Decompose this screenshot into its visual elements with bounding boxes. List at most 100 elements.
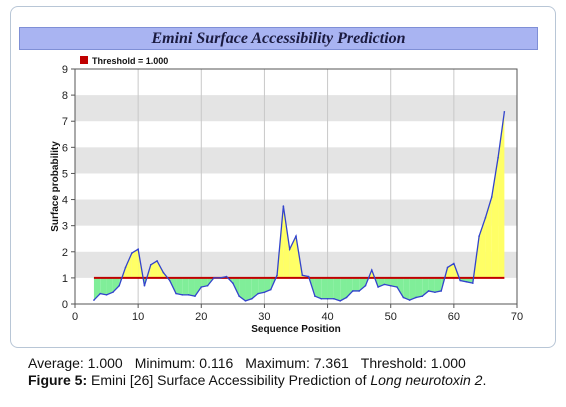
area-above-threshold xyxy=(150,260,158,278)
y-tick-label: 0 xyxy=(62,299,68,311)
data-point xyxy=(149,264,152,266)
area-below-threshold xyxy=(359,277,366,291)
stat-minimum: Minimum: 0.116 xyxy=(134,355,234,371)
y-tick-label: 3 xyxy=(62,221,68,233)
area-below-threshold xyxy=(403,277,410,301)
data-point xyxy=(295,235,297,237)
area-below-threshold xyxy=(264,277,271,293)
data-point xyxy=(314,295,316,297)
y-tick-label: 1 xyxy=(62,273,68,285)
data-point xyxy=(339,300,342,302)
data-point xyxy=(490,196,493,198)
area-below-threshold xyxy=(352,277,360,291)
x-tick-label: 20 xyxy=(195,311,207,323)
data-point xyxy=(307,275,310,278)
plot-frame xyxy=(74,68,518,305)
x-tick-label: 30 xyxy=(258,311,270,323)
data-point xyxy=(478,235,480,237)
data-point xyxy=(181,294,184,296)
data-point xyxy=(459,279,461,282)
y-tick-label: 7 xyxy=(62,116,68,128)
y-tick-label: 4 xyxy=(62,195,68,207)
area-below-threshold xyxy=(415,277,423,298)
data-point xyxy=(219,277,222,279)
grid-band xyxy=(75,199,517,226)
y-tick-label: 2 xyxy=(62,247,68,259)
area-below-threshold xyxy=(340,277,347,301)
chart-title-bar: Emini Surface Accessibility Prediction xyxy=(19,27,538,50)
data-point xyxy=(503,110,506,113)
area-above-threshold xyxy=(131,249,139,278)
area-below-threshold xyxy=(176,277,183,295)
area-below-threshold xyxy=(239,277,246,301)
grid-band xyxy=(75,147,517,174)
data-point xyxy=(194,295,196,297)
data-point xyxy=(137,248,139,250)
data-point xyxy=(358,290,360,292)
data-point xyxy=(124,266,127,269)
stat-maximum: Maximum: 7.361 xyxy=(245,355,349,371)
data-point xyxy=(497,156,499,159)
data-point xyxy=(421,295,424,297)
data-point xyxy=(301,274,304,277)
data-point xyxy=(112,291,114,294)
data-point xyxy=(93,299,95,301)
area-below-threshold xyxy=(245,277,252,301)
area-above-threshold xyxy=(498,111,505,278)
area-below-threshold xyxy=(201,277,208,288)
data-point xyxy=(383,283,386,286)
data-point xyxy=(453,262,455,265)
caption-end: . xyxy=(482,372,487,388)
area-below-threshold xyxy=(194,277,202,297)
data-point xyxy=(352,290,354,292)
caption-line: Figure 5: Emini [26] Surface Accessibili… xyxy=(28,372,558,389)
y-tick-label: 6 xyxy=(62,142,68,154)
data-point xyxy=(99,292,102,295)
data-point xyxy=(251,297,253,300)
data-point xyxy=(288,248,291,250)
area-below-threshold xyxy=(314,277,322,299)
x-tick-label: 70 xyxy=(511,311,523,323)
area-below-threshold xyxy=(106,277,113,295)
data-point xyxy=(333,297,335,300)
data-point xyxy=(269,288,272,291)
data-point xyxy=(345,296,348,299)
area-below-threshold xyxy=(409,277,416,301)
x-tick-label: 40 xyxy=(321,311,333,323)
y-tick-label: 5 xyxy=(62,168,68,180)
area-below-threshold xyxy=(251,277,259,299)
figure-caption: Average: 1.000 Minimum: 0.116 Maximum: 7.3… xyxy=(28,355,558,389)
data-point xyxy=(175,292,177,295)
data-point xyxy=(187,294,190,296)
data-point xyxy=(415,296,417,299)
area-below-threshold xyxy=(333,277,341,301)
data-point xyxy=(320,297,323,300)
data-point xyxy=(326,297,329,300)
x-tick-label: 50 xyxy=(385,311,397,323)
area-above-threshold xyxy=(485,196,492,278)
data-point xyxy=(257,292,259,295)
area-below-threshold xyxy=(384,277,391,286)
data-point xyxy=(118,284,120,287)
data-point xyxy=(213,277,215,279)
data-point xyxy=(143,284,146,287)
legend-swatch-threshold xyxy=(80,56,88,64)
area-below-threshold xyxy=(321,277,328,299)
species-name: Long neurotoxin 2 xyxy=(370,372,483,388)
figure-text: Emini [26] Surface Accessibility Predict… xyxy=(87,372,371,388)
data-point xyxy=(156,260,158,262)
area-below-threshold xyxy=(100,277,107,295)
area-below-threshold xyxy=(390,277,398,288)
data-point xyxy=(244,300,247,302)
legend-label-threshold: Threshold = 1.000 xyxy=(92,56,168,66)
area-below-threshold xyxy=(327,277,334,299)
data-point xyxy=(472,282,474,284)
area-below-threshold xyxy=(112,277,120,293)
data-point xyxy=(105,294,108,296)
figure-label: Figure 5: xyxy=(28,372,88,388)
data-point xyxy=(206,284,209,287)
data-point xyxy=(408,299,411,301)
x-axis-label: Sequence Position xyxy=(251,324,340,335)
data-point xyxy=(364,284,367,287)
data-point xyxy=(434,291,436,294)
